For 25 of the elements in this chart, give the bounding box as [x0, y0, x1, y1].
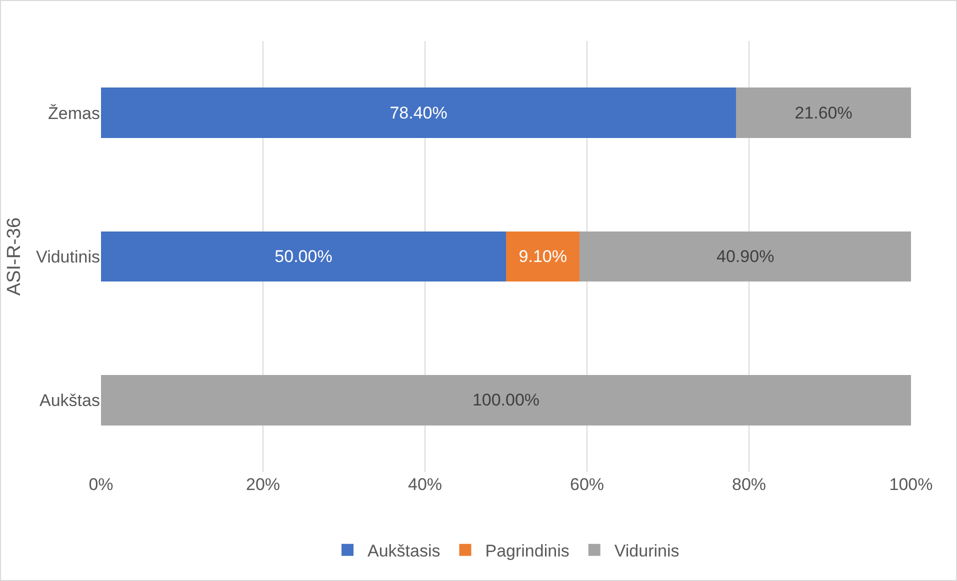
- bar: [580, 231, 911, 282]
- y-axis-title: ASI-R-36: [4, 217, 25, 296]
- legend-label: Vidurinis: [614, 542, 680, 561]
- data-label: 40.90%: [716, 247, 774, 266]
- data-label: 78.40%: [390, 103, 448, 122]
- x-tick-label: 80%: [732, 475, 766, 494]
- bar: [101, 375, 911, 426]
- bar: [736, 88, 911, 138]
- bar: [101, 88, 736, 138]
- x-tick-label: 40%: [408, 475, 442, 494]
- x-tick-label: 100%: [889, 475, 933, 494]
- y-tick-label: Aukštas: [40, 391, 100, 410]
- data-label: 50.00%: [274, 247, 332, 266]
- x-tick-label: 0%: [88, 475, 114, 494]
- x-tick-label: 60%: [570, 475, 604, 494]
- x-tick-label: 20%: [246, 475, 280, 494]
- data-label: 21.60%: [794, 103, 852, 122]
- bar: [506, 231, 580, 282]
- legend-label: Pagrindinis: [485, 542, 570, 561]
- data-label: 9.10%: [518, 247, 567, 266]
- y-tick-label: Vidutinis: [36, 247, 100, 266]
- data-label: 100.00%: [472, 390, 540, 410]
- y-tick-label: Žemas: [48, 104, 100, 123]
- bar: [101, 231, 506, 282]
- legend-label: Aukštasis: [368, 542, 440, 561]
